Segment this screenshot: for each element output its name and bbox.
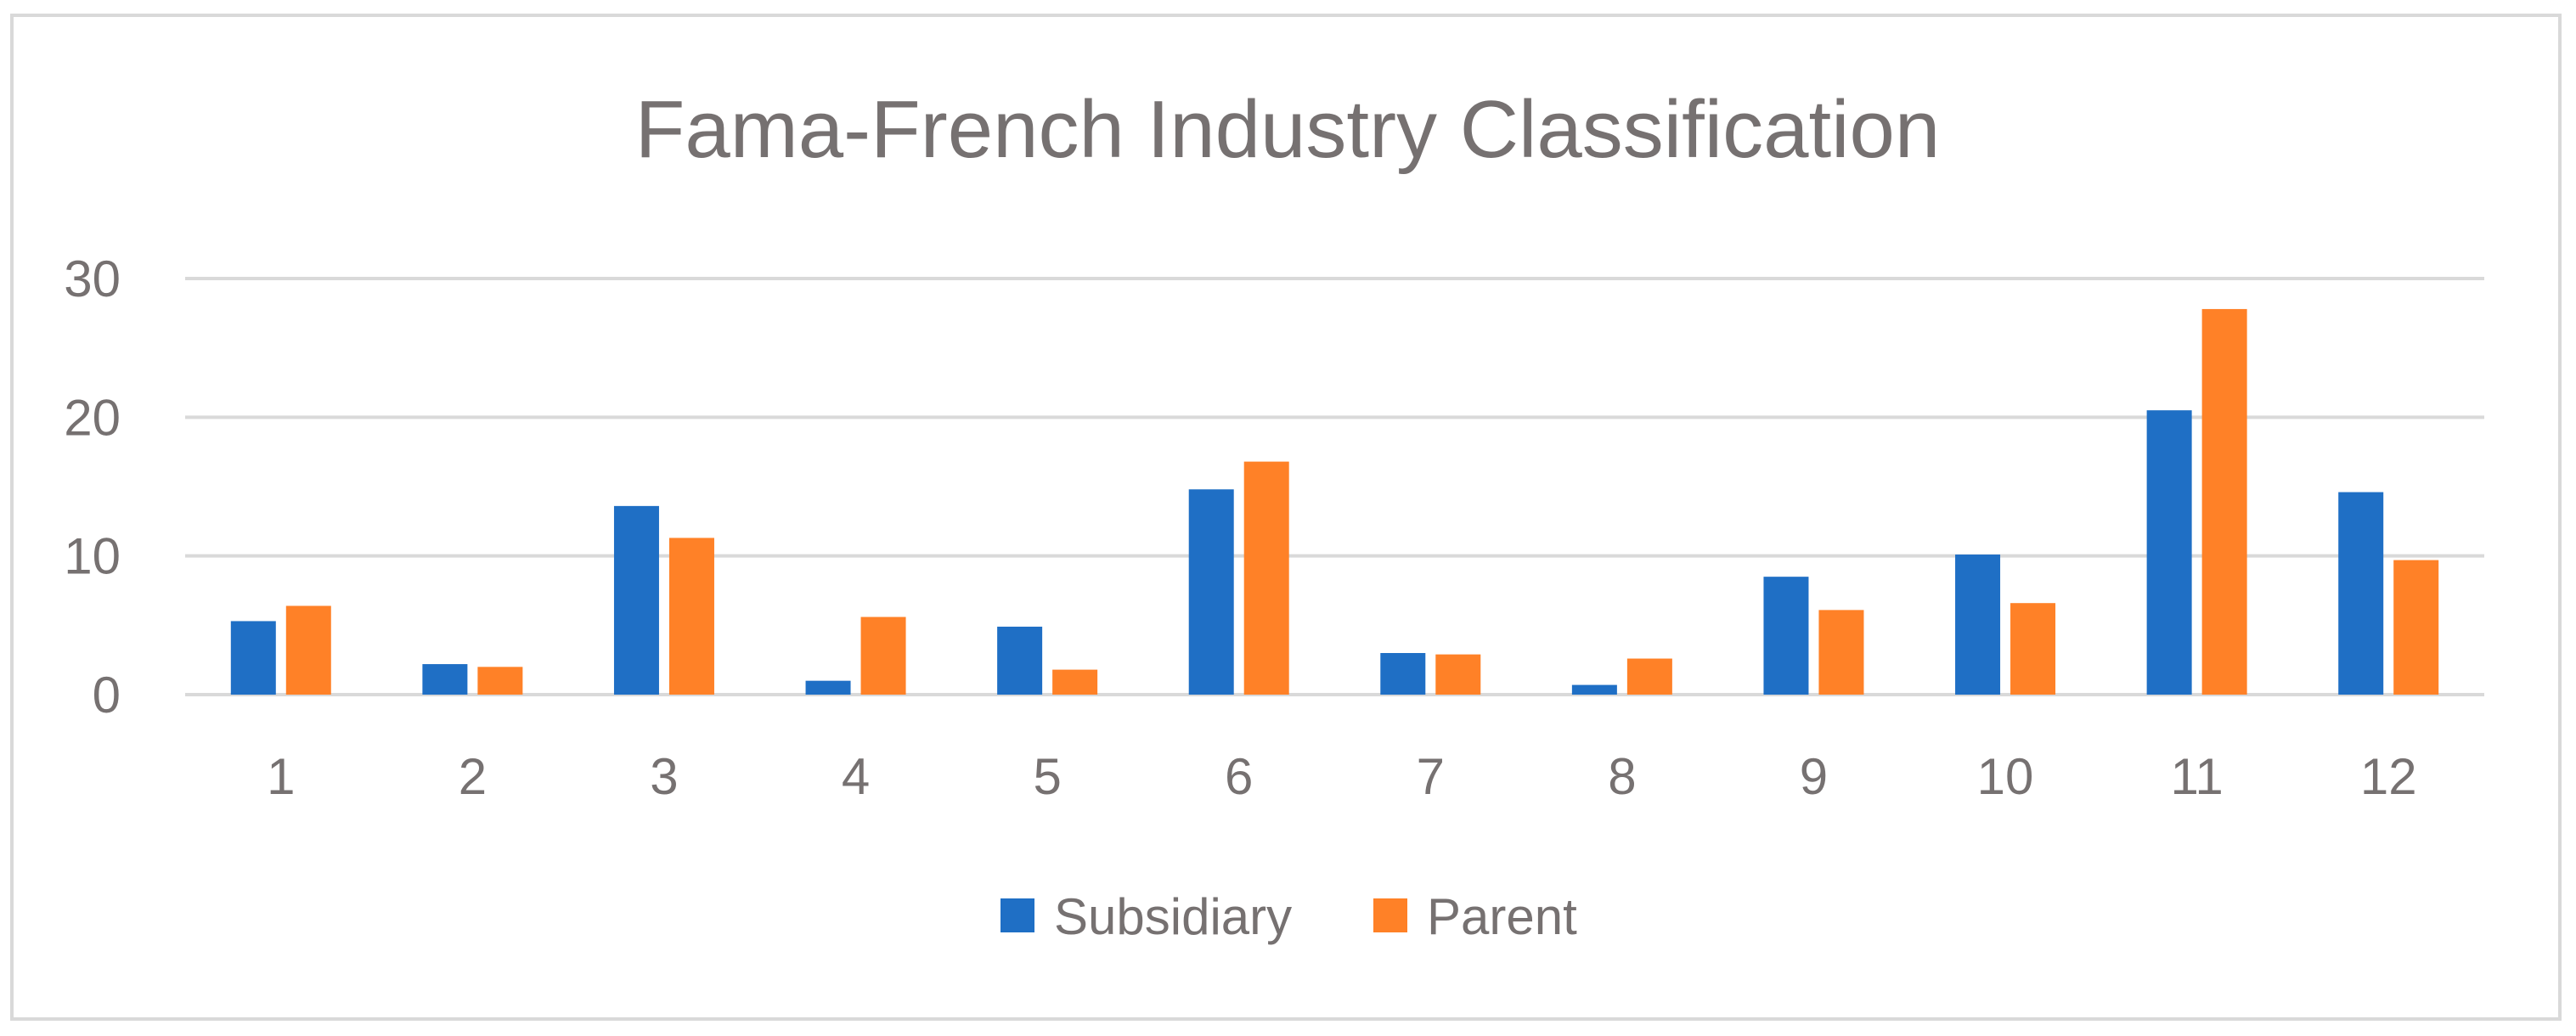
bar-subsidiary-4 bbox=[805, 680, 851, 695]
legend-swatch-subsidiary bbox=[1001, 898, 1034, 932]
bar-parent-7 bbox=[1435, 654, 1481, 695]
x-tick-label: 4 bbox=[842, 748, 870, 805]
bar-subsidiary-12 bbox=[2338, 492, 2384, 695]
y-tick-label: 10 bbox=[64, 528, 121, 585]
x-tick-label: 6 bbox=[1225, 748, 1253, 805]
x-tick-label: 9 bbox=[1800, 748, 1828, 805]
bar-parent-3 bbox=[668, 538, 714, 695]
y-tick-label: 30 bbox=[64, 251, 121, 307]
bar-subsidiary-6 bbox=[1188, 489, 1234, 695]
bar-parent-10 bbox=[2010, 603, 2056, 695]
x-tick-label: 1 bbox=[267, 748, 295, 805]
y-tick-label: 0 bbox=[93, 667, 121, 724]
x-tick-label: 5 bbox=[1033, 748, 1061, 805]
bar-subsidiary-11 bbox=[2146, 410, 2192, 695]
bar-subsidiary-7 bbox=[1380, 653, 1426, 695]
bar-subsidiary-1 bbox=[230, 621, 276, 695]
bar-subsidiary-8 bbox=[1571, 684, 1617, 695]
bar-subsidiary-2 bbox=[422, 664, 468, 695]
bar-parent-12 bbox=[2393, 560, 2439, 695]
bar-parent-1 bbox=[285, 605, 331, 695]
x-tick-label: 10 bbox=[1977, 748, 2034, 805]
chart-title: Fama-French Industry Classification bbox=[635, 84, 1941, 175]
x-tick-label: 7 bbox=[1417, 748, 1445, 805]
legend-label-subsidiary: Subsidiary bbox=[1054, 888, 1292, 945]
y-axis-ticks: 0 10 20 30 bbox=[64, 251, 121, 724]
x-tick-label: 3 bbox=[650, 748, 678, 805]
bar-parent-11 bbox=[2201, 308, 2247, 695]
bar-parent-4 bbox=[860, 617, 906, 695]
bar-parent-5 bbox=[1052, 669, 1098, 695]
bar-parent-8 bbox=[1626, 658, 1672, 695]
bar-subsidiary-10 bbox=[1955, 555, 2001, 695]
bar-parent-2 bbox=[477, 667, 523, 695]
bar-subsidiary-9 bbox=[1763, 577, 1809, 695]
x-tick-label: 12 bbox=[2360, 748, 2417, 805]
legend-label-parent: Parent bbox=[1427, 888, 1577, 945]
legend: Subsidiary Parent bbox=[1001, 888, 1577, 945]
bar-subsidiary-5 bbox=[997, 626, 1043, 695]
gridlines bbox=[185, 277, 2484, 696]
bar-parent-9 bbox=[1818, 610, 1864, 695]
bar-subsidiary-3 bbox=[613, 505, 659, 695]
bar-parent-6 bbox=[1243, 461, 1289, 695]
y-tick-label: 20 bbox=[64, 389, 121, 446]
bars bbox=[230, 308, 2439, 695]
x-tick-label: 2 bbox=[459, 748, 487, 805]
x-axis-ticks: 1 2 3 4 5 6 7 8 9 10 11 12 bbox=[267, 748, 2416, 805]
x-tick-label: 11 bbox=[2170, 748, 2223, 805]
legend-swatch-parent bbox=[1373, 898, 1407, 932]
x-tick-label: 8 bbox=[1608, 748, 1636, 805]
